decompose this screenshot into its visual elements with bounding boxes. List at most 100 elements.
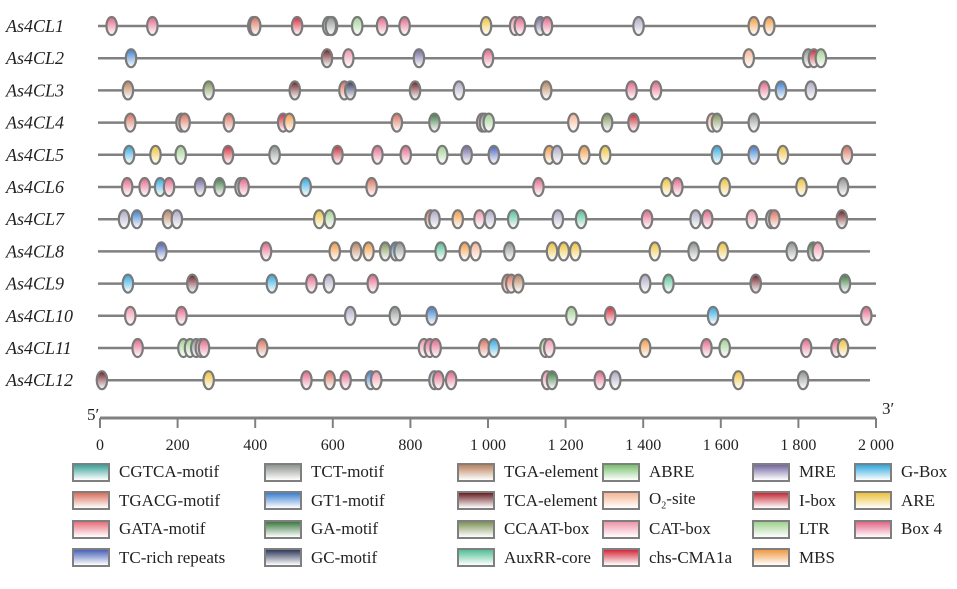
cis-element-marker <box>428 209 441 230</box>
cis-element-marker <box>124 48 138 69</box>
cis-element-marker <box>237 176 250 198</box>
cis-element-marker <box>174 144 188 165</box>
cis-element-marker <box>365 176 378 198</box>
cis-element-marker <box>105 15 118 37</box>
cis-element-marker <box>202 370 215 391</box>
cis-element-marker <box>138 176 151 198</box>
legend-item: TCT-motif <box>264 460 384 484</box>
axis-tick-label: 1 200 <box>548 437 584 454</box>
cis-element-marker <box>745 209 759 230</box>
legend-label: GA-motif <box>311 519 379 538</box>
cis-element-marker <box>539 80 553 101</box>
cis-element-marker <box>425 305 439 326</box>
cis-element-marker <box>408 80 422 101</box>
cis-element-marker <box>482 112 496 133</box>
cis-element-marker <box>393 241 406 262</box>
legend-label: MRE <box>799 462 836 481</box>
cis-element-marker <box>469 241 482 262</box>
cis-element-marker <box>155 241 168 262</box>
cis-element-marker <box>532 176 545 198</box>
cis-element-marker <box>248 15 262 37</box>
legend-label: chs-CMA1a <box>649 547 733 567</box>
legend-swatch <box>457 548 495 567</box>
cis-element-marker <box>574 209 588 230</box>
cis-element-marker <box>444 370 458 391</box>
cis-element-marker <box>343 80 357 101</box>
cis-element-marker <box>551 209 565 230</box>
gene-label: As4CL4 <box>5 113 64 133</box>
cis-element-marker <box>511 273 525 294</box>
legend-swatch <box>854 462 892 482</box>
legend-swatch <box>72 519 110 539</box>
gene-row: As4CL3 <box>5 80 876 101</box>
cis-element-marker <box>178 112 191 133</box>
cis-element-marker <box>131 337 144 359</box>
axis-tick-label: 800 <box>398 437 422 454</box>
cis-element-marker <box>483 209 497 230</box>
cis-element-marker <box>268 144 281 165</box>
axis-tick-label: 1 000 <box>470 437 506 454</box>
cis-element-marker <box>731 370 745 391</box>
cis-element-marker <box>429 337 442 359</box>
legend-item: ARE <box>854 489 935 513</box>
cis-element-marker <box>762 15 776 37</box>
cis-element-marker <box>259 241 273 262</box>
axis-tick-label: 200 <box>166 437 190 454</box>
cis-element-marker <box>577 144 591 165</box>
cis-element-marker <box>299 176 312 198</box>
cis-element-marker <box>366 273 380 294</box>
cis-element-marker <box>213 176 226 198</box>
cis-element-marker <box>838 273 852 294</box>
gene-label: As4CL7 <box>5 209 65 229</box>
cis-element-marker <box>747 144 761 165</box>
cis-element-marker <box>121 273 135 294</box>
legend-item: G-Box <box>854 460 947 484</box>
gene-rows: As4CL1 As4CL2 As4CL3 As4CL4 As4CL5 As4CL6 As4C… <box>5 15 876 391</box>
cis-element-marker <box>700 337 713 359</box>
cis-element-marker <box>320 48 334 69</box>
cis-element-marker <box>662 273 675 294</box>
legend-label: AuxRR-core <box>504 547 591 567</box>
axis-tick-label: 1 600 <box>703 437 739 454</box>
legend-label: TCT-motif <box>311 462 385 481</box>
cis-element-marker <box>175 305 188 326</box>
cis-element-marker <box>506 209 520 230</box>
cis-element-marker <box>343 305 357 326</box>
cis-element-marker <box>632 15 645 37</box>
axis-tick-label: 600 <box>321 437 345 454</box>
legend-label: TC-rich repeats <box>119 547 226 567</box>
cis-element-marker <box>255 337 269 359</box>
cis-element-marker <box>487 337 501 359</box>
legend-label: GATA-motif <box>119 519 206 538</box>
cis-element-marker <box>349 241 363 262</box>
legend-swatch <box>264 462 302 482</box>
legend-item: GT1-motif <box>264 489 385 513</box>
cis-element-marker <box>95 370 109 391</box>
legend-label: CAT-box <box>649 519 711 538</box>
cis-element-marker <box>840 144 854 165</box>
legend-item: GA-motif <box>264 517 378 541</box>
cis-element-marker <box>513 15 527 37</box>
cis-element-marker <box>603 305 617 326</box>
cis-element-marker <box>660 176 673 198</box>
cis-element-marker <box>747 112 761 133</box>
legend-swatch <box>457 519 495 539</box>
legend-swatch <box>264 491 302 510</box>
cis-element-marker <box>412 48 426 69</box>
legend-item: TGACG-motif <box>72 489 220 513</box>
cis-element-marker <box>479 15 493 37</box>
legend-item: O2-site <box>602 489 696 513</box>
cis-element-marker <box>451 209 465 230</box>
cis-element-marker <box>706 305 720 326</box>
cis-element-marker <box>718 176 731 198</box>
legend-item: CGTCA-motif <box>72 460 219 484</box>
cis-element-marker <box>600 112 614 133</box>
cis-element-marker <box>540 15 554 37</box>
three-prime-label: 3′ <box>882 399 894 418</box>
gene-label: As4CL2 <box>5 48 64 68</box>
legend-label: ARE <box>901 490 935 510</box>
gene-label: As4CL1 <box>5 16 64 36</box>
legend-item: MBS <box>752 546 835 570</box>
gene-row: As4CL12 <box>5 370 870 391</box>
cis-element-marker <box>747 15 761 37</box>
